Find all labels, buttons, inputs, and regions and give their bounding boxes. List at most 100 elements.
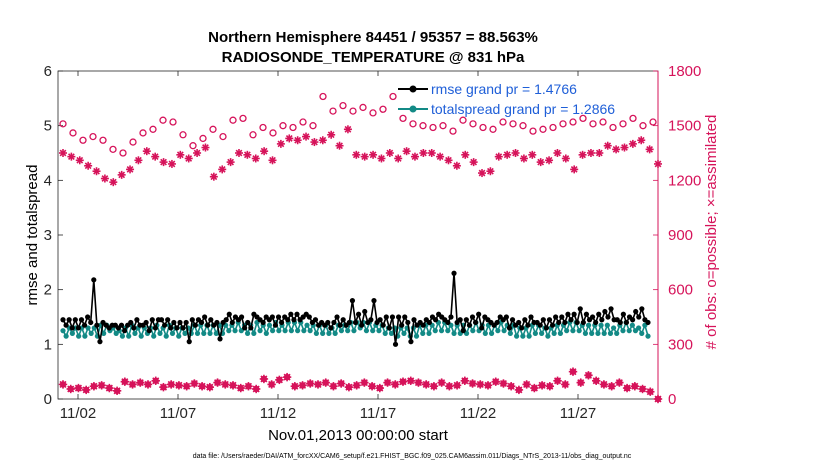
obs-bottom-star (244, 382, 253, 391)
obs-bottom-star (259, 374, 269, 384)
obs-assimilated-point-stroke (193, 149, 201, 157)
totalspread-point (207, 330, 213, 336)
totalspread-point (351, 328, 357, 334)
obs-bottom-star-stroke (384, 379, 392, 387)
obs-assimilated-point (109, 178, 118, 187)
obs-bottom-star (483, 381, 493, 390)
chart-title-line2: RADIOSONDE_TEMPERATURE @ 831 hPa (222, 49, 525, 66)
obs-assimilated-point-stroke (562, 155, 570, 162)
rmse-point (546, 317, 553, 323)
obs-assimilated-point (469, 158, 478, 167)
obs-assimilated-point (494, 152, 503, 161)
obs-possible-point (459, 116, 467, 124)
obs-bottom-star (646, 387, 655, 396)
rmse-point (405, 319, 411, 326)
totalspread-point (101, 330, 107, 336)
obs-bottom-star-stroke (561, 380, 569, 388)
x-axis: 11/02 11/07 11/12 11/17 11/22 11/27 (60, 71, 596, 422)
totalspread-point (307, 328, 313, 334)
rmse-point (238, 314, 245, 320)
obs-bottom-star-stroke (229, 381, 237, 389)
obs-bottom-star-stroke (136, 379, 144, 387)
totalspread-point (507, 330, 513, 336)
rmse-point (362, 308, 368, 315)
y-axis-right-label: # of obs: o=possible; ×=assimilated (703, 115, 720, 350)
rmse-point (399, 322, 405, 328)
obs-assimilated-point (268, 156, 277, 165)
obs-bottom-star (406, 376, 415, 385)
obs-bottom-star-stroke (237, 384, 245, 392)
y-right-tick-label: 300 (668, 336, 693, 353)
series-rmse (60, 270, 651, 347)
legend-spread-label: totalspread grand pr = 1.2866 (431, 101, 615, 117)
rmse-point (134, 317, 140, 323)
x-tick-label: 11/22 (460, 405, 496, 422)
obs-assimilated-point (260, 147, 269, 156)
obs-possible-point (589, 120, 597, 128)
obs-bottom-star-stroke (198, 382, 206, 390)
obs-possible-point (359, 103, 367, 112)
obs-assimilated-point-stroke (369, 151, 377, 159)
obs-bottom-star-stroke (275, 376, 283, 384)
rmse-point (543, 325, 549, 331)
obs-possible-point (549, 123, 557, 132)
obs-bottom-star (429, 382, 439, 391)
rmse-point (571, 311, 577, 317)
obs-assimilated-point-stroke (570, 166, 578, 173)
obs-bottom-star (236, 383, 245, 393)
rmse-point (198, 319, 205, 326)
rmse-point (460, 328, 466, 334)
obs-possible-point (309, 122, 317, 130)
obs-possible-point (369, 109, 377, 117)
rmse-point (411, 317, 417, 323)
rmse-point (593, 319, 599, 326)
obs-assimilated-point (536, 158, 545, 167)
obs-bottom-star-stroke (129, 380, 137, 388)
rmse-point (359, 322, 365, 328)
obs-assimilated-point (184, 154, 193, 163)
totalspread-point (570, 328, 576, 334)
obs-bottom-star (375, 383, 385, 393)
totalspread-point (363, 328, 370, 334)
obs-bottom-star (306, 379, 315, 388)
obs-assimilated-point-stroke (143, 147, 151, 155)
obs-bottom-star-stroke (314, 380, 322, 388)
obs-possible-point (259, 123, 267, 132)
totalspread-point (370, 328, 376, 334)
obs-assimilated-point (603, 141, 612, 150)
totalspread-point (182, 330, 188, 336)
obs-bottom-star-stroke (252, 385, 260, 393)
obs-assimilated-point-stroke (453, 162, 461, 170)
rmse-point (165, 317, 171, 323)
rmse-point (288, 311, 294, 317)
rmse-point (325, 319, 331, 326)
totalspread-point (501, 328, 507, 334)
obs-assimilated-point-stroke (487, 167, 494, 175)
obs-bottom-star-stroke (105, 384, 113, 392)
obs-assimilated-point-stroke (218, 166, 226, 173)
obs-assimilated-point (427, 149, 436, 157)
obs-assimilated-point (59, 149, 67, 157)
obs-assimilated-point-stroke (537, 158, 545, 166)
rmse-point (162, 322, 168, 328)
obs-assimilated-point-stroke (428, 149, 436, 157)
obs-bottom-star (591, 376, 601, 385)
rmse-point (214, 319, 220, 326)
y-left-tick-label: 6 (44, 63, 52, 80)
rmse-point (389, 314, 396, 320)
obs-assimilated-point-stroke (394, 155, 402, 162)
obs-assimilated-point-stroke (528, 151, 536, 159)
obs-assimilated-point-stroke (352, 151, 360, 159)
totalspread-point (607, 330, 614, 336)
obs-bottom-star-stroke (283, 373, 291, 381)
obs-bottom-star (58, 380, 68, 389)
totalspread-point (60, 328, 66, 334)
totalspread-point (313, 330, 319, 336)
obs-assimilated-point (637, 136, 646, 145)
totalspread-point (598, 322, 604, 328)
obs-assimilated-point (503, 150, 512, 159)
obs-bottom-star-stroke (515, 386, 523, 394)
obs-assimilated-point-stroke (227, 158, 234, 166)
obs-assimilated-point (452, 161, 461, 170)
rmse-point (565, 311, 571, 317)
